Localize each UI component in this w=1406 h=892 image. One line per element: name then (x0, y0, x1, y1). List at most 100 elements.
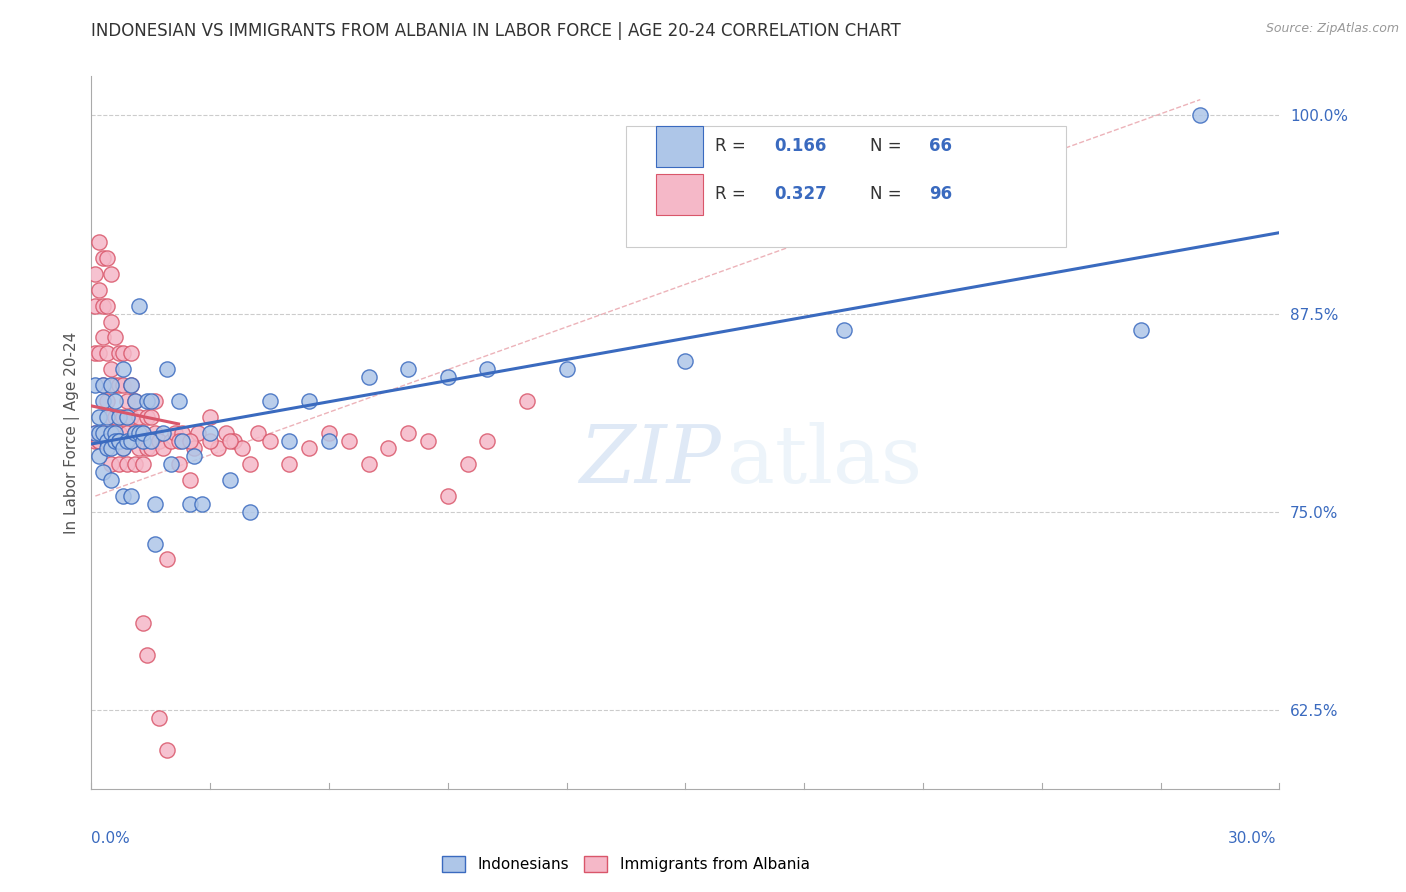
Point (139, 393, 162, 408)
Point (112, 378, 135, 392)
FancyBboxPatch shape (655, 126, 703, 167)
Point (278, 434, 301, 448)
Point (167, 393, 190, 408)
Point (91, 251, 114, 265)
Point (436, 489, 458, 503)
Point (156, 552, 179, 566)
Point (84, 425, 107, 440)
Point (215, 425, 238, 440)
Point (84, 378, 107, 392)
Point (115, 409, 138, 424)
Point (91, 393, 114, 408)
Point (112, 442, 135, 456)
Point (108, 458, 131, 472)
Point (477, 362, 499, 376)
Point (239, 505, 262, 519)
Point (96, 442, 118, 456)
Point (104, 378, 127, 392)
Point (135, 393, 157, 408)
Point (152, 442, 174, 456)
Point (200, 409, 222, 424)
Point (148, 434, 170, 448)
Point (132, 615, 155, 630)
Text: ZIP: ZIP (579, 423, 721, 500)
Point (135, 442, 157, 456)
Text: 30.0%: 30.0% (1229, 831, 1277, 847)
Point (135, 648, 157, 662)
Text: 96: 96 (929, 185, 952, 202)
Point (318, 434, 340, 448)
Point (124, 458, 146, 472)
Point (179, 434, 201, 448)
Point (298, 393, 321, 408)
Point (219, 434, 242, 448)
Point (298, 442, 321, 456)
Point (89, 235, 111, 250)
Point (259, 393, 281, 408)
Point (143, 393, 166, 408)
Point (100, 473, 122, 487)
Point (172, 425, 194, 440)
Point (555, 362, 578, 376)
Point (139, 409, 162, 424)
Point (96, 393, 118, 408)
Point (377, 442, 399, 456)
Point (337, 434, 360, 448)
Point (91, 299, 114, 313)
Point (120, 378, 142, 392)
Point (673, 354, 696, 368)
Point (89, 450, 111, 464)
Point (108, 425, 131, 440)
Point (89, 434, 111, 448)
Point (115, 393, 138, 408)
Point (84, 425, 107, 440)
Point (91, 425, 114, 440)
Point (179, 497, 201, 511)
Point (96, 346, 118, 360)
Point (183, 450, 205, 464)
Point (84, 346, 107, 360)
Point (96, 299, 118, 313)
Point (516, 393, 538, 408)
Text: atlas: atlas (727, 422, 922, 500)
Point (222, 434, 245, 448)
Point (104, 330, 127, 344)
Point (112, 409, 135, 424)
Point (89, 434, 111, 448)
Text: 0.166: 0.166 (775, 136, 827, 154)
Point (112, 442, 135, 456)
Text: Source: ZipAtlas.com: Source: ZipAtlas.com (1265, 22, 1399, 36)
Point (139, 434, 162, 448)
Point (128, 442, 150, 456)
Point (112, 489, 135, 503)
Point (167, 434, 190, 448)
Point (112, 362, 135, 376)
Point (124, 425, 146, 440)
Point (124, 393, 146, 408)
Point (89, 425, 111, 440)
Point (832, 322, 855, 336)
Point (120, 378, 142, 392)
Point (167, 458, 190, 472)
Point (120, 434, 142, 448)
Y-axis label: In Labor Force | Age 20-24: In Labor Force | Age 20-24 (65, 332, 80, 533)
Point (200, 434, 222, 448)
Point (91, 378, 114, 392)
Text: N =: N = (869, 136, 907, 154)
Point (100, 458, 122, 472)
Point (96, 409, 118, 424)
Point (219, 473, 242, 487)
Point (100, 315, 122, 329)
Point (159, 434, 181, 448)
Point (100, 409, 122, 424)
Point (124, 425, 146, 440)
Point (115, 458, 138, 472)
Point (159, 458, 181, 472)
Point (91, 330, 114, 344)
Point (457, 458, 479, 472)
Point (135, 409, 157, 424)
Point (143, 536, 166, 550)
Point (115, 434, 138, 448)
Point (318, 425, 340, 440)
Point (200, 425, 222, 440)
